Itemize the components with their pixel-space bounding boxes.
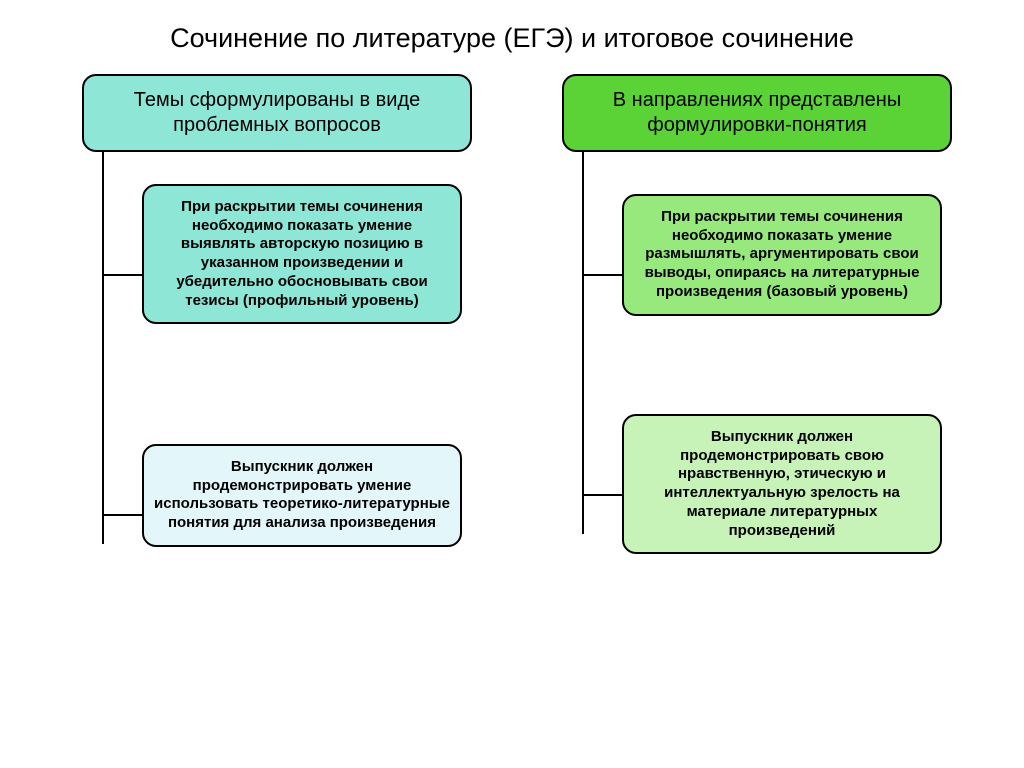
right-vertical-line (582, 114, 584, 534)
right-column: В направлениях представлены формулировки… (542, 74, 962, 634)
right-box-2: Выпускник должен продемонстрировать свою… (622, 414, 942, 555)
left-vertical-line (102, 114, 104, 544)
right-box-1: При раскрытии темы сочинения необходимо … (622, 194, 942, 316)
left-box-1: При раскрытии темы сочинения необходимо … (142, 184, 462, 325)
left-column: Темы сформулированы в виде проблемных во… (62, 74, 482, 634)
left-hline-2 (102, 514, 142, 516)
left-box-2: Выпускник должен продемонстрировать умен… (142, 444, 462, 547)
right-header-box: В направлениях представлены формулировки… (562, 74, 952, 152)
left-box-2-text: Выпускник должен продемонстрировать умен… (154, 458, 450, 531)
right-box-2-text: Выпускник должен продемонстрировать свою… (664, 428, 900, 539)
right-hline-2 (582, 494, 622, 496)
page-title: Сочинение по литературе (ЕГЭ) и итоговое… (0, 0, 1024, 56)
left-header-text: Темы сформулированы в виде проблемных во… (134, 89, 421, 136)
right-header-text: В направлениях представлены формулировки… (613, 89, 901, 136)
left-hline-1 (102, 274, 142, 276)
columns-wrapper: Темы сформулированы в виде проблемных во… (0, 74, 1024, 634)
right-hline-1 (582, 274, 622, 276)
right-box-1-text: При раскрытии темы сочинения необходимо … (645, 208, 920, 300)
left-header-box: Темы сформулированы в виде проблемных во… (82, 74, 472, 152)
left-box-1-text: При раскрытии темы сочинения необходимо … (176, 198, 427, 309)
